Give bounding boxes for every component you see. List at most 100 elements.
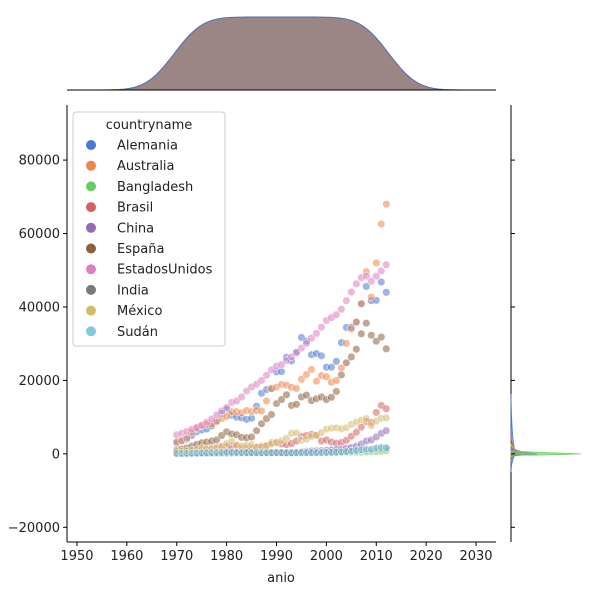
legend-marker xyxy=(86,160,96,171)
data-point xyxy=(222,403,231,412)
y-tick-label: 0 xyxy=(52,447,60,462)
data-point xyxy=(347,287,356,296)
data-point xyxy=(262,396,271,406)
x-tick-label: 1970 xyxy=(160,549,193,564)
data-point xyxy=(367,331,376,340)
data-point xyxy=(382,443,391,452)
data-point xyxy=(302,391,311,400)
legend-marker xyxy=(86,326,96,337)
data-point xyxy=(252,426,261,435)
data-point xyxy=(292,384,301,393)
data-point xyxy=(332,387,341,396)
legend-marker xyxy=(86,264,96,275)
data-point xyxy=(337,370,346,379)
y-tick-label: −20000 xyxy=(8,521,60,536)
data-point xyxy=(237,392,246,402)
data-point xyxy=(382,288,391,297)
y-marginal-kde xyxy=(510,105,582,542)
data-point xyxy=(287,352,296,361)
legend-label: Brasil xyxy=(117,201,153,216)
x-tick-label: 2030 xyxy=(459,549,492,564)
y-kde-curve xyxy=(510,393,519,472)
data-point xyxy=(337,305,346,314)
data-point xyxy=(222,412,231,421)
legend-label: Australia xyxy=(117,159,175,174)
legend-marker xyxy=(86,305,96,316)
y-axis-ticks: −20000 0 20000 40000 60000 80000 xyxy=(8,154,515,536)
data-point xyxy=(377,219,386,229)
data-point xyxy=(307,334,316,343)
data-point xyxy=(352,345,361,354)
data-point xyxy=(262,371,271,380)
data-point xyxy=(382,200,391,209)
data-point xyxy=(307,365,316,374)
y-tick-label: 80000 xyxy=(19,154,60,169)
legend-title: countryname xyxy=(106,118,193,133)
data-point xyxy=(352,317,361,327)
y-kde-curve xyxy=(510,450,582,456)
data-point xyxy=(382,260,391,269)
x-marginal-kde xyxy=(67,16,496,91)
data-point xyxy=(362,282,371,291)
legend-label: China xyxy=(117,221,154,236)
x-axis-ticks: 1950 1960 1970 1980 1990 2000 2010 2020 2030 xyxy=(60,542,493,564)
data-point xyxy=(347,324,356,334)
data-point xyxy=(362,319,371,328)
legend-marker xyxy=(86,202,96,213)
data-point xyxy=(267,410,276,419)
data-point xyxy=(297,344,306,353)
x-tick-label: 2010 xyxy=(360,549,393,564)
legend-label: Alemania xyxy=(117,139,178,154)
data-point xyxy=(357,299,366,308)
data-point xyxy=(347,352,356,361)
legend-frame xyxy=(72,111,226,347)
data-point xyxy=(277,395,286,404)
x-tick-label: 1950 xyxy=(60,549,93,564)
data-point xyxy=(362,272,371,281)
data-point xyxy=(372,258,381,267)
data-point xyxy=(312,329,321,338)
data-point xyxy=(302,339,311,348)
data-point xyxy=(332,376,341,385)
data-point xyxy=(317,323,326,332)
legend-marker xyxy=(86,284,96,295)
scatter-axes: 1950 1960 1970 1980 1990 2000 2010 2020 2030 −20… xyxy=(8,105,515,586)
data-point xyxy=(257,376,266,385)
data-point xyxy=(377,277,386,287)
axis-spines xyxy=(66,105,496,543)
legend-marker xyxy=(86,222,96,233)
data-point xyxy=(367,277,376,286)
x-axis-label: anio xyxy=(267,571,295,586)
data-point xyxy=(357,329,366,338)
y-tick-label: 40000 xyxy=(19,300,60,315)
legend-marker xyxy=(86,181,96,192)
data-point xyxy=(342,339,351,348)
legend-label: Bangladesh xyxy=(117,180,193,195)
data-point xyxy=(297,375,306,384)
x-tick-label: 2000 xyxy=(310,549,343,564)
x-tick-label: 2020 xyxy=(410,549,443,564)
x-tick-label: 1960 xyxy=(110,549,143,564)
data-point xyxy=(367,293,376,302)
y-tick-label: 20000 xyxy=(19,374,60,389)
data-point xyxy=(332,357,341,366)
data-point xyxy=(382,404,391,413)
data-point xyxy=(332,310,341,319)
data-point xyxy=(342,296,351,305)
data-point xyxy=(377,266,386,276)
data-point xyxy=(362,414,371,423)
data-point xyxy=(352,279,361,288)
data-point xyxy=(302,370,311,379)
data-point xyxy=(292,400,301,409)
data-point xyxy=(317,351,326,360)
data-point xyxy=(322,372,331,381)
data-point xyxy=(372,272,381,281)
data-point xyxy=(282,434,291,443)
legend-label: Sudán xyxy=(117,325,158,340)
legend-label: India xyxy=(117,283,149,298)
data-point xyxy=(292,428,301,437)
data-point xyxy=(327,393,336,402)
legend-label: España xyxy=(117,242,164,257)
legend-label: EstadosUnidos xyxy=(117,263,213,278)
